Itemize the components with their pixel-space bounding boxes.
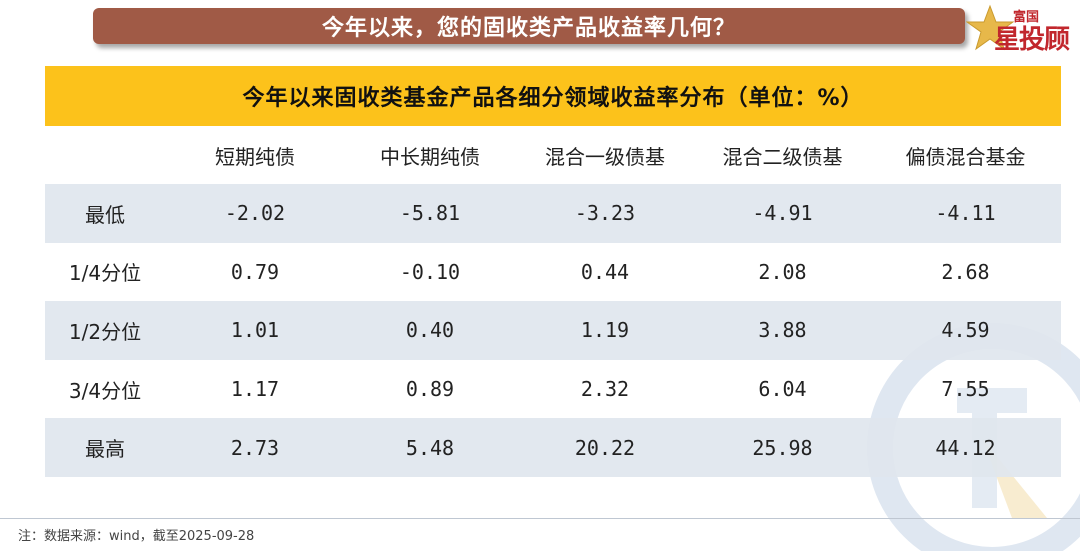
table-cell: 0.89 bbox=[405, 377, 455, 402]
table-cell: 4.59 bbox=[941, 318, 990, 343]
table-cell: 6.04 bbox=[758, 377, 807, 402]
star-icon bbox=[966, 4, 1014, 51]
table-cell: 25.98 bbox=[752, 435, 813, 460]
header-cell: 短期纯债 bbox=[215, 144, 295, 169]
table-cell: 0.40 bbox=[405, 318, 455, 343]
table-cell: 2.08 bbox=[758, 259, 807, 284]
table-cell: -3.23 bbox=[574, 201, 636, 226]
table-cell: 2.68 bbox=[941, 259, 990, 284]
row-label: 最低 bbox=[85, 202, 125, 227]
table-cell: 2.73 bbox=[230, 435, 280, 460]
banner-title: 今年以来，您的固收类产品收益率几何？ bbox=[321, 16, 736, 41]
table-row: 1/2分位 1.01 0.40 1.19 3.88 4.59 bbox=[45, 301, 1061, 360]
logo-big-text: 星投顾 bbox=[994, 25, 1070, 55]
logo-small-text: 富国 bbox=[1013, 10, 1040, 25]
table-title-bar: 今年以来固收类基金产品各细分领域收益率分布（单位：%） bbox=[45, 66, 1061, 126]
header-cell: 中长期纯债 bbox=[380, 144, 480, 169]
table-cell: 1.17 bbox=[230, 377, 280, 402]
table-row: 最低 -2.02 -5.81 -3.23 -4.91 -4.11 bbox=[45, 184, 1061, 243]
source-footnote: 注：数据来源：wind，截至2025-09-28 bbox=[18, 529, 255, 544]
row-label: 最高 bbox=[85, 437, 125, 462]
table-row: 3/4分位 1.17 0.89 2.32 6.04 7.55 bbox=[45, 360, 1061, 419]
header-cell: 混合二级债基 bbox=[722, 144, 843, 169]
table-title: 今年以来固收类基金产品各细分领域收益率分布（单位：%） bbox=[242, 86, 864, 111]
table-cell: 44.12 bbox=[935, 435, 996, 460]
returns-table: 短期纯债 中长期纯债 混合一级债基 混合二级债基 偏债混合基金 最低 -2.02… bbox=[45, 126, 1061, 477]
table-cell: 5.48 bbox=[405, 435, 455, 460]
brand-logo: 富国 星投顾 bbox=[966, 2, 1076, 56]
table-cell: -5.81 bbox=[399, 201, 461, 226]
row-label: 1/4分位 bbox=[68, 261, 142, 286]
table-cell: 2.32 bbox=[580, 377, 630, 402]
table-cell: 3.88 bbox=[758, 318, 807, 343]
top-banner: 今年以来，您的固收类产品收益率几何？ bbox=[93, 8, 965, 44]
table-cell: -0.10 bbox=[399, 259, 461, 284]
table-header-row: 短期纯债 中长期纯债 混合一级债基 混合二级债基 偏债混合基金 bbox=[45, 126, 1061, 184]
table-cell: 0.79 bbox=[230, 259, 280, 284]
table-cell: 1.19 bbox=[580, 318, 630, 343]
table-cell: 1.01 bbox=[230, 318, 280, 343]
table-cell: -2.02 bbox=[224, 201, 286, 226]
table-cell: 0.44 bbox=[580, 259, 630, 284]
table-row: 最高 2.73 5.48 20.22 25.98 44.12 bbox=[45, 418, 1061, 477]
table-cell: -4.11 bbox=[935, 201, 996, 226]
row-label: 1/2分位 bbox=[68, 319, 142, 344]
row-label: 3/4分位 bbox=[68, 378, 142, 403]
table-cell: -4.91 bbox=[752, 201, 813, 226]
header-cell: 混合一级债基 bbox=[545, 144, 665, 169]
table-row: 1/4分位 0.79 -0.10 0.44 2.08 2.68 bbox=[45, 243, 1061, 302]
header-cell: 偏债混合基金 bbox=[905, 144, 1026, 169]
table-cell: 7.55 bbox=[941, 377, 990, 402]
table-cell: 20.22 bbox=[574, 435, 636, 460]
footer-divider bbox=[0, 518, 1080, 519]
